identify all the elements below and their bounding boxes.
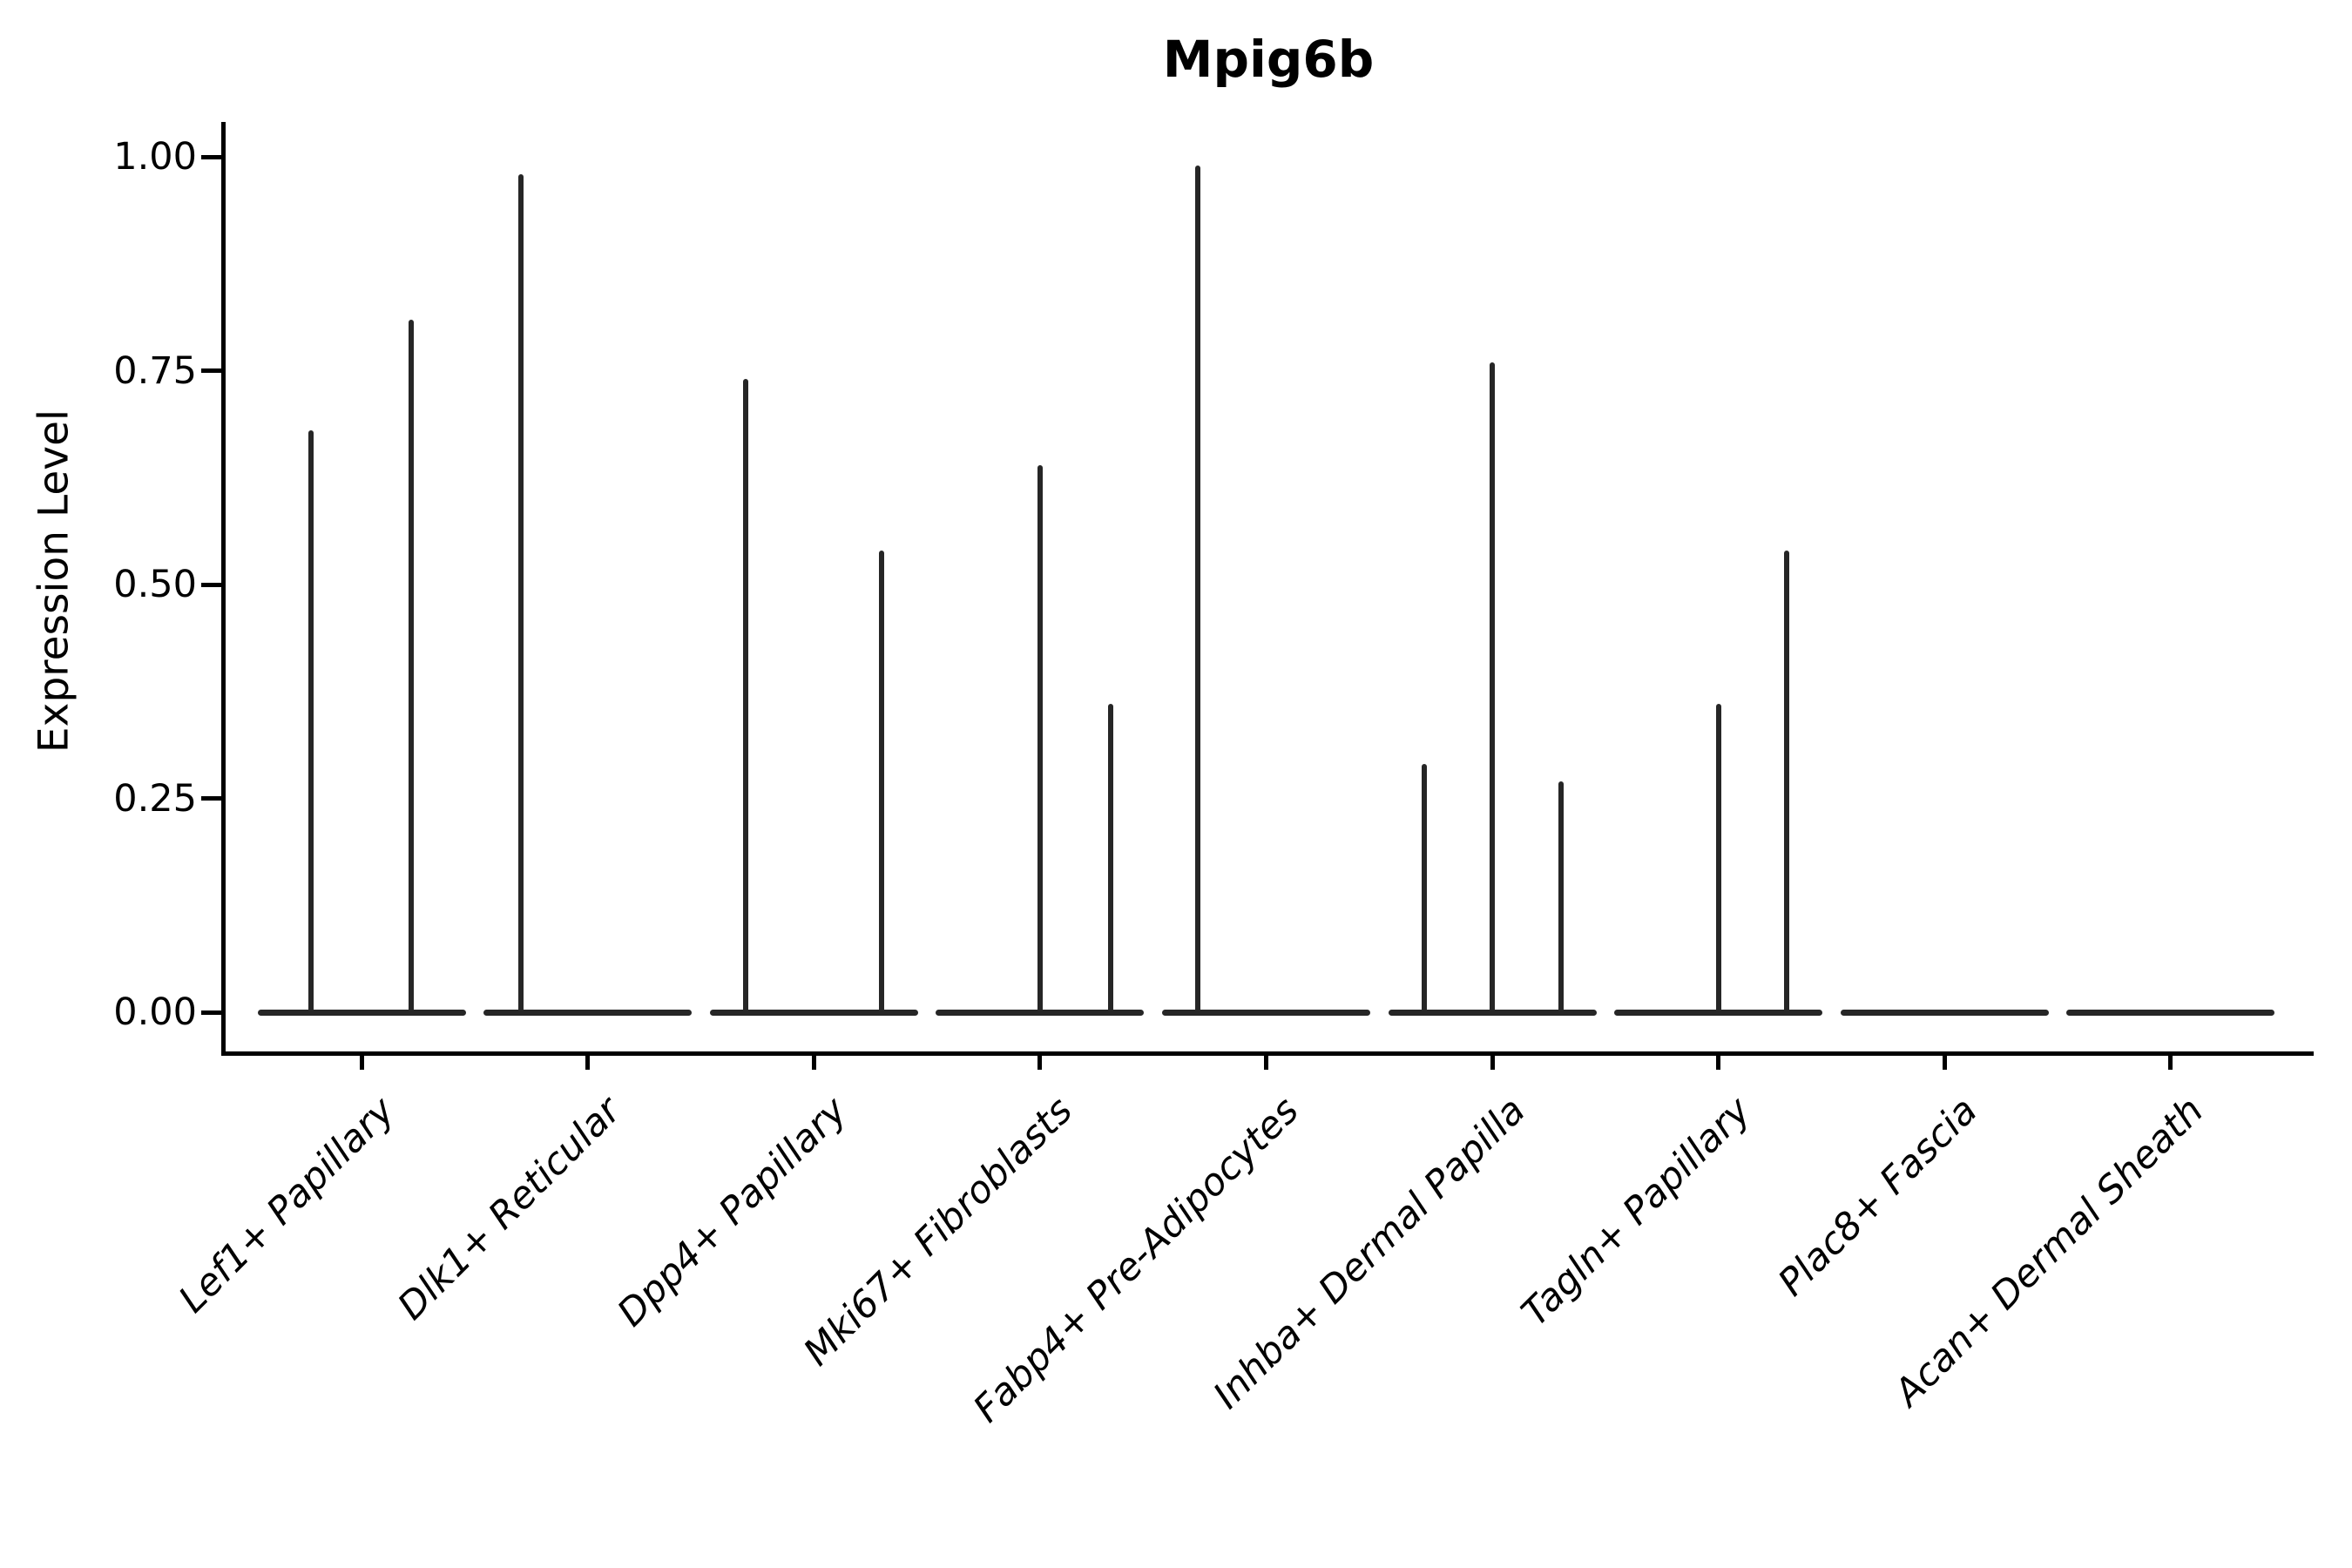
plot-title: Mpig6b xyxy=(1162,30,1375,89)
violin-spike xyxy=(1558,781,1564,1016)
y-tick-label: 0.75 xyxy=(113,348,197,393)
violin-spike xyxy=(1490,362,1495,1016)
violin-base xyxy=(257,1009,466,1016)
violin-spike xyxy=(1107,704,1113,1016)
violin-spike xyxy=(308,430,314,1016)
y-tick-mark xyxy=(201,1010,222,1015)
x-tick-mark xyxy=(585,1056,591,1070)
x-tick-label-text: Dpp4+ Papillary xyxy=(608,1089,855,1335)
x-tick-label-text: Dlk1+ Reticular xyxy=(389,1089,629,1329)
violin-spike xyxy=(409,319,414,1016)
x-tick-mark xyxy=(1037,1056,1043,1070)
x-tick-label-text: Plac8+ Fascia xyxy=(1769,1089,1986,1305)
x-tick-mark xyxy=(2168,1056,2173,1070)
violin-spike xyxy=(1195,165,1201,1016)
y-tick-label: 1.00 xyxy=(113,135,197,179)
x-tick-mark xyxy=(1942,1056,1947,1070)
violin-base xyxy=(709,1009,918,1016)
x-tick-mark xyxy=(1490,1056,1495,1070)
violin-base xyxy=(483,1009,693,1016)
y-tick-mark xyxy=(201,368,222,373)
x-tick-label-text: Tagln+ Papillary xyxy=(1513,1089,1760,1335)
x-tick-mark xyxy=(811,1056,816,1070)
y-tick-mark xyxy=(201,154,222,159)
violin-spike xyxy=(1037,464,1043,1016)
x-tick-mark xyxy=(359,1056,364,1070)
violin-base xyxy=(2066,1009,2275,1016)
violin-spike xyxy=(1783,550,1789,1016)
x-tick-label-text: Lef1+ Papillary xyxy=(170,1089,403,1321)
violin-spike xyxy=(1422,764,1427,1016)
violin-spike xyxy=(1715,704,1721,1016)
violin-base xyxy=(1161,1009,1370,1016)
x-tick-mark xyxy=(1263,1056,1268,1070)
y-tick-mark xyxy=(201,582,222,587)
x-tick-mark xyxy=(1716,1056,1721,1070)
y-tick-mark xyxy=(201,796,222,801)
violin-spike xyxy=(517,173,524,1016)
y-tick-label: 0.00 xyxy=(113,990,197,1034)
x-axis-spine xyxy=(221,1051,2314,1056)
y-axis-spine xyxy=(221,122,226,1056)
violin-spike xyxy=(879,550,885,1016)
y-tick-label: 0.25 xyxy=(113,776,197,821)
violin-base xyxy=(1840,1009,2049,1016)
violin-spike xyxy=(743,379,749,1016)
y-tick-label: 0.50 xyxy=(113,563,197,606)
